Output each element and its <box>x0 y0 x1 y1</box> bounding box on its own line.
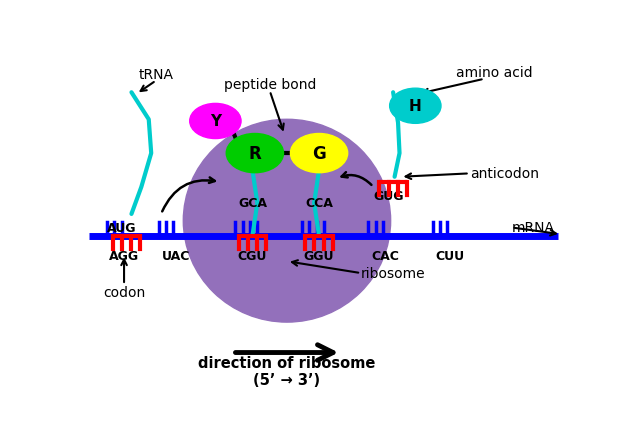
Text: ribosome: ribosome <box>361 266 426 280</box>
Circle shape <box>390 89 441 124</box>
Text: H: H <box>409 99 422 114</box>
Text: GUG: GUG <box>373 189 403 202</box>
Text: peptide bond: peptide bond <box>224 78 316 92</box>
Circle shape <box>226 134 283 173</box>
Circle shape <box>290 134 348 173</box>
Text: AGG: AGG <box>109 250 139 263</box>
Text: mRNA: mRNA <box>512 221 555 235</box>
Text: amino acid: amino acid <box>456 66 533 80</box>
Text: AUG: AUG <box>107 221 136 234</box>
Text: CCA: CCA <box>305 196 333 209</box>
Text: R: R <box>248 145 261 163</box>
Text: anticodon: anticodon <box>469 167 539 181</box>
Text: G: G <box>312 145 326 163</box>
Ellipse shape <box>183 120 390 322</box>
Text: GGU: GGU <box>304 250 334 263</box>
Text: direction of ribosome
(5’ → 3’): direction of ribosome (5’ → 3’) <box>198 355 376 388</box>
Circle shape <box>190 104 241 139</box>
Text: CGU: CGU <box>238 250 267 263</box>
Text: codon: codon <box>103 285 145 299</box>
Text: UAC: UAC <box>162 250 190 263</box>
Text: GCA: GCA <box>238 196 267 209</box>
Text: CUU: CUU <box>435 250 464 263</box>
Text: Y: Y <box>210 114 221 129</box>
Text: CAC: CAC <box>372 250 399 263</box>
Text: tRNA: tRNA <box>139 67 174 81</box>
